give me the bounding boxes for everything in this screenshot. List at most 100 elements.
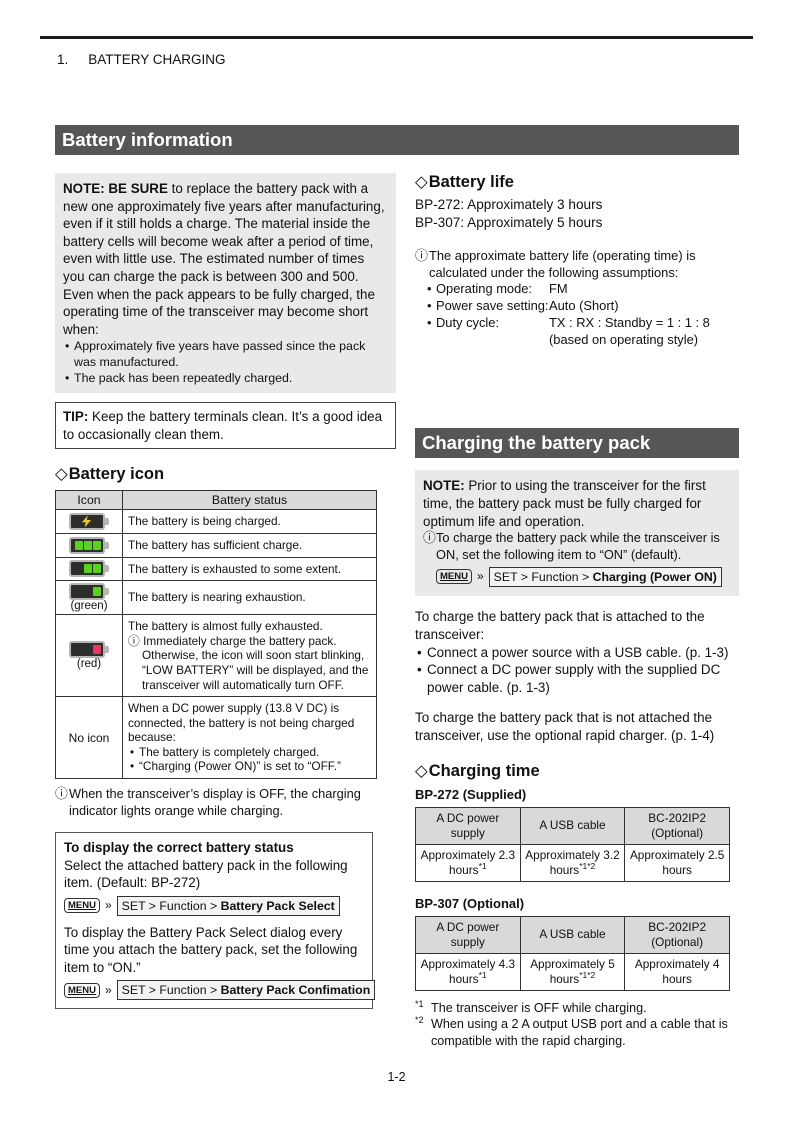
table-row: (red) The battery is almost fully exhaus…	[55, 614, 377, 698]
info-icon: ⓘ	[55, 786, 68, 802]
info-icon: ⓘ	[128, 633, 140, 648]
box-paragraph: To display the Battery Pack Select dialo…	[64, 924, 358, 975]
duty-cycle-note: (based on operating style)	[549, 331, 699, 347]
status-note: ⓘ Immediately charge the battery pack.	[128, 633, 337, 648]
note-box: NOTE: BE SURE to replace the battery pac…	[55, 173, 396, 394]
charging-time-heading: ◇Charging time	[415, 761, 540, 780]
tip-box: TIP: Keep the battery terminals clean. I…	[55, 402, 396, 450]
top-rule	[40, 36, 753, 39]
table-row: Approximately 2.3 hours*1 Approximately …	[415, 843, 730, 882]
status-note-continued: Otherwise, the icon will soon start blin…	[142, 648, 369, 692]
column-header: A USB cable	[519, 806, 626, 845]
icon-caption: (red)	[76, 658, 102, 671]
footnote: *1 The transceiver is OFF while charging…	[415, 998, 647, 1015]
table-row: The battery has sufficient charge.	[55, 532, 377, 558]
status-bullet: “Charging (Power ON)” is set to “OFF.”	[128, 759, 371, 774]
battery-icon-heading: ◇Battery icon	[55, 465, 165, 484]
column-header: BC-202IP2 (Optional)	[624, 806, 730, 845]
charging-time-cell: Approximately 2.5 hours	[624, 843, 730, 882]
battery-life-line: BP-272: Approximately 3 hours	[415, 197, 603, 212]
status-text: The battery is exhausted to some extent.	[122, 556, 377, 582]
charging-bullet: Connect a DC power supply with the suppl…	[415, 661, 739, 697]
section-banner-charging-pack: Charging the battery pack	[415, 428, 739, 459]
column-header: BC-202IP2 (Optional)	[624, 915, 730, 954]
menu-path: SET > Function > Battery Pack Select	[116, 895, 340, 916]
charging-paragraph: To charge the battery pack that is attac…	[415, 608, 705, 642]
charging-time-cell: Approximately 4.3 hours*1	[415, 952, 521, 991]
menu-path-row: MENU » SET > Function > Battery Pack Sel…	[64, 895, 364, 916]
battery-charging-icon	[68, 512, 110, 530]
battery-low-green-icon	[68, 583, 110, 601]
menu-key: MENU	[64, 898, 100, 914]
charging-note-box: NOTE: Prior to using the transceiver for…	[415, 470, 739, 596]
note-label: NOTE: BE SURE	[63, 181, 168, 196]
column-header: A DC power supply	[415, 806, 521, 845]
tip-label: TIP:	[63, 409, 89, 425]
info-icon: ⓘ	[423, 530, 436, 546]
chapter-title: BATTERY CHARGING	[88, 52, 226, 67]
battery-mid-icon	[68, 560, 110, 578]
page-number: 1-2	[387, 1070, 406, 1084]
status-text: When a DC power supply (13.8 V DC) is co…	[128, 701, 355, 745]
footnotes: *1 The transceiver is OFF while charging…	[415, 998, 739, 1050]
table-caption-bp272: BP-272 (Supplied)	[415, 786, 527, 802]
note-text: to replace the battery pack with a new o…	[63, 181, 385, 337]
diamond-icon: ◇	[415, 761, 428, 780]
column-header: A USB cable	[519, 915, 626, 954]
battery-low-red-icon	[68, 641, 110, 659]
battery-full-icon	[68, 536, 110, 554]
battery-life-note: ⓘ The approximate battery life (operatin…	[415, 248, 696, 280]
footnote-marker: *2	[415, 1014, 424, 1025]
table-row: The battery is being charged.	[55, 509, 377, 534]
battery-status-table: Icon Battery status The battery is being…	[55, 490, 377, 780]
assumption-row: Power save setting: Auto (Short)	[425, 298, 739, 315]
charging-time-cell: Approximately 4 hours	[624, 952, 730, 991]
box-heading: To display the correct battery status	[64, 840, 294, 856]
charging-time-cell: Approximately 5 hours*1*2	[519, 952, 626, 991]
battery-life-heading: ◇Battery life	[415, 173, 514, 191]
icon-caption: (green)	[70, 600, 108, 613]
status-bullet: The battery is completely charged.	[128, 745, 371, 760]
table-header-status: Battery status	[122, 490, 377, 511]
column-header: A DC power supply	[415, 915, 521, 954]
note-bullet: Approximately five years have passed sin…	[63, 338, 388, 370]
note-text: Prior to using the transceiver for the f…	[423, 478, 706, 529]
status-text: The battery has sufficient charge.	[122, 532, 377, 558]
chevron-right-icon: »	[476, 569, 484, 584]
chevron-right-icon: »	[104, 898, 112, 912]
status-text: The battery is being charged.	[122, 509, 377, 534]
footnote-marker: *1*2	[579, 860, 596, 871]
diamond-icon: ◇	[55, 465, 68, 484]
charging-time-table-bp307: A DC power supply A USB cable BC-202IP2 …	[415, 915, 730, 991]
table-row: Approximately 4.3 hours*1 Approximately …	[415, 952, 730, 991]
info-icon: ⓘ	[415, 248, 428, 263]
menu-key: MENU	[436, 569, 472, 585]
note-label: NOTE:	[423, 478, 465, 494]
footnote-marker: *1*2	[579, 969, 596, 980]
menu-path: SET > Function > Charging (Power ON)	[488, 566, 722, 587]
table-row: The battery is exhausted to some extent.	[55, 556, 377, 582]
table-row: (green) The battery is nearing exhaustio…	[55, 580, 377, 616]
table-header-icon: Icon	[55, 490, 123, 511]
note-bullet: The pack has been repeatedly charged.	[63, 370, 388, 386]
lightning-bolt-icon	[81, 515, 92, 528]
menu-path-row: MENU » SET > Function > Charging (Power …	[436, 566, 731, 587]
battery-life-line: BP-307: Approximately 5 hours	[415, 215, 603, 230]
footnote-marker: *1	[478, 860, 487, 871]
chapter-header: 1. BATTERY CHARGING	[57, 52, 226, 67]
charging-paragraph: To charge the battery pack that is not a…	[415, 709, 715, 743]
charging-time-cell: Approximately 3.2 hours*1*2	[519, 843, 626, 882]
section-banner-battery-information: Battery information	[55, 125, 739, 155]
footnote: *2 When using a 2 A output USB port and …	[415, 1014, 728, 1048]
tip-text: Keep the battery terminals clean. It’s a…	[63, 409, 383, 442]
diamond-icon: ◇	[415, 173, 428, 191]
status-text: The battery is almost fully exhausted.	[128, 619, 323, 634]
footnote-marker: *1	[415, 998, 424, 1009]
table-caption-bp307: BP-307 (Optional)	[415, 895, 525, 911]
note-sub: ⓘ To charge the battery pack while the t…	[423, 530, 720, 562]
chevron-right-icon: »	[104, 982, 112, 997]
chapter-number: 1.	[57, 52, 69, 67]
menu-key: MENU	[64, 982, 100, 998]
assumption-row: Duty cycle: TX : RX : Standby = 1 : 1 : …	[425, 315, 739, 332]
assumption-note-row: (based on operating style)	[425, 332, 739, 349]
